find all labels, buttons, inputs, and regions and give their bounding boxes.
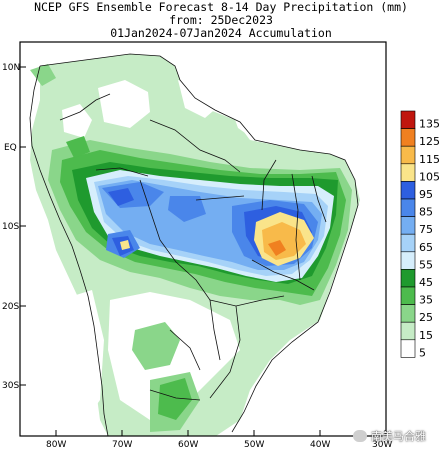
legend-swatch [400, 304, 416, 323]
lat-label-10n: 10N [2, 63, 20, 73]
legend-label: 35 [419, 294, 433, 307]
legend-swatch [400, 145, 416, 165]
watermark: 南美马合雅 [353, 428, 439, 444]
lat-label-eq: EQ [4, 143, 17, 153]
lon-label-80w: 80W [46, 440, 66, 450]
lon-label-50w: 50W [244, 440, 264, 450]
legend-label: 85 [419, 206, 433, 219]
legend-label: 95 [419, 188, 433, 201]
watermark-text: 南美马合雅 [371, 430, 426, 443]
lon-label-60w: 60W [178, 440, 198, 450]
legend-swatch [400, 269, 416, 288]
lat-label-20s: 20S [2, 302, 19, 312]
chart-subtitle-date: from: 25Dec2023 [169, 13, 273, 27]
legend-label: 125 [419, 135, 440, 148]
legend-label: 115 [419, 153, 440, 166]
legend-label: 15 [419, 329, 433, 342]
lon-label-70w: 70W [112, 440, 132, 450]
chart-title: NCEP GFS Ensemble Forecast 8-14 Day Prec… [34, 0, 408, 14]
wechat-icon [353, 430, 367, 442]
legend-swatch [400, 286, 416, 305]
legend-swatch [400, 216, 416, 235]
legend-label: 105 [419, 170, 440, 183]
lat-axis: 10N EQ 10S 20S 30S [2, 63, 26, 391]
legend-swatch [400, 339, 416, 358]
legend-label: 45 [419, 276, 433, 289]
lon-label-40w: 40W [310, 440, 330, 450]
legend-swatch [400, 198, 416, 217]
legend-label: 65 [419, 241, 433, 254]
lat-label-30s: 30S [2, 381, 19, 391]
legend-label: 135 [419, 118, 440, 131]
legend-swatch [400, 110, 416, 129]
legend-swatch [400, 163, 416, 182]
legend-label: 5 [419, 346, 426, 359]
lon-label-30w: 30W [372, 440, 392, 450]
lat-label-10s: 10S [2, 222, 19, 232]
legend-swatch [400, 321, 416, 341]
color-legend: 135 125 115 105 95 85 75 65 55 45 35 25 15 5 [400, 110, 440, 359]
legend-swatch [400, 233, 416, 253]
chart-subtitle-period: 01Jan2024-07Jan2024 Accumulation [110, 26, 332, 40]
legend-label: 25 [419, 311, 433, 324]
legend-label: 55 [419, 258, 433, 271]
legend-swatch [400, 181, 416, 200]
legend-swatch [400, 128, 416, 147]
legend-swatch [400, 251, 416, 270]
legend-label: 75 [419, 223, 433, 236]
lon-axis: 80W 70W 60W 50W 40W 30W [46, 430, 392, 450]
